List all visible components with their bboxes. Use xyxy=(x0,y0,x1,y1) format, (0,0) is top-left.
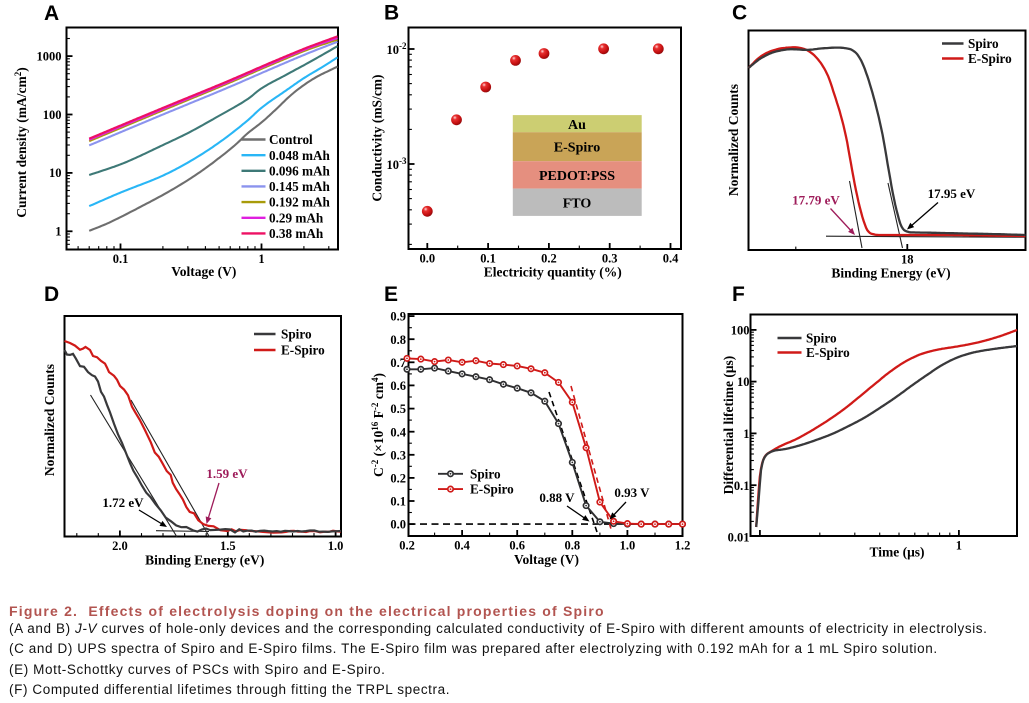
svg-text:Au: Au xyxy=(568,118,586,133)
svg-text:Current density (mA/cm2): Current density (mA/cm2) xyxy=(13,67,29,217)
svg-text:10: 10 xyxy=(49,166,62,180)
svg-text:FTO: FTO xyxy=(563,197,592,212)
svg-text:0.93 V: 0.93 V xyxy=(614,485,650,500)
svg-text:E-Spiro: E-Spiro xyxy=(968,51,1012,66)
svg-text:A: A xyxy=(44,2,59,25)
svg-text:1: 1 xyxy=(258,252,264,266)
svg-text:10-3: 10-3 xyxy=(387,156,407,172)
svg-text:Binding Energy (eV): Binding Energy (eV) xyxy=(831,266,950,281)
svg-text:0.5: 0.5 xyxy=(390,402,406,416)
svg-text:0.6: 0.6 xyxy=(509,539,525,553)
svg-text:Voltage (V): Voltage (V) xyxy=(171,264,236,279)
svg-text:1.2: 1.2 xyxy=(675,539,691,553)
svg-text:100: 100 xyxy=(731,324,750,338)
svg-text:0.1: 0.1 xyxy=(113,252,129,266)
svg-text:0.9: 0.9 xyxy=(390,310,406,324)
svg-text:0.6: 0.6 xyxy=(390,379,406,393)
svg-text:2.0: 2.0 xyxy=(112,539,128,553)
svg-text:0.3: 0.3 xyxy=(602,252,618,266)
svg-text:1.0: 1.0 xyxy=(620,539,636,553)
svg-text:0.4: 0.4 xyxy=(454,539,470,553)
svg-text:E-Spiro: E-Spiro xyxy=(806,345,850,360)
svg-text:0.4: 0.4 xyxy=(663,252,679,266)
svg-text:0.1: 0.1 xyxy=(390,495,406,509)
svg-text:E-Spiro: E-Spiro xyxy=(554,141,600,156)
svg-text:Normalized Counts: Normalized Counts xyxy=(726,84,741,196)
svg-text:1.5: 1.5 xyxy=(220,539,236,553)
svg-text:1.0: 1.0 xyxy=(328,539,344,553)
svg-text:0.8: 0.8 xyxy=(390,333,406,347)
svg-text:C-2 (×1016 F-2 cm4): C-2 (×1016 F-2 cm4) xyxy=(370,373,386,477)
svg-text:1: 1 xyxy=(956,539,962,553)
svg-text:Spiro: Spiro xyxy=(968,36,999,51)
svg-text:0.29 mAh: 0.29 mAh xyxy=(269,210,324,225)
svg-text:17.95 eV: 17.95 eV xyxy=(928,186,976,201)
svg-text:Spiro: Spiro xyxy=(806,331,837,346)
svg-text:0.4: 0.4 xyxy=(390,425,406,439)
svg-text:0.192 mAh: 0.192 mAh xyxy=(269,195,330,210)
svg-text:E-Spiro: E-Spiro xyxy=(281,343,325,358)
svg-text:Spiro: Spiro xyxy=(281,327,312,342)
svg-text:0.1: 0.1 xyxy=(480,252,496,266)
svg-text:1: 1 xyxy=(55,225,61,239)
svg-text:1.72 eV: 1.72 eV xyxy=(102,495,144,510)
svg-text:0.2: 0.2 xyxy=(390,472,406,486)
svg-text:Spiro: Spiro xyxy=(470,466,501,481)
svg-text:Conductivity (mS/cm): Conductivity (mS/cm) xyxy=(370,74,385,201)
svg-text:0.1: 0.1 xyxy=(734,479,750,493)
svg-text:Voltage (V): Voltage (V) xyxy=(514,552,579,567)
svg-text:0.7: 0.7 xyxy=(390,356,406,370)
svg-text:0.8: 0.8 xyxy=(564,539,580,553)
svg-text:B: B xyxy=(384,2,399,25)
svg-text:0.2: 0.2 xyxy=(541,252,557,266)
svg-text:0.048 mAh: 0.048 mAh xyxy=(269,148,330,163)
svg-text:Control: Control xyxy=(269,132,313,147)
svg-text:1: 1 xyxy=(743,427,749,441)
svg-text:Binding Energy (eV): Binding Energy (eV) xyxy=(145,553,264,568)
svg-text:10: 10 xyxy=(737,375,750,389)
svg-text:17.79 eV: 17.79 eV xyxy=(792,193,840,208)
svg-text:1000: 1000 xyxy=(37,49,62,63)
svg-text:0.0: 0.0 xyxy=(390,518,406,532)
svg-text:E: E xyxy=(384,283,398,306)
svg-text:0.096 mAh: 0.096 mAh xyxy=(269,163,330,178)
svg-text:Normalized Counts: Normalized Counts xyxy=(42,364,57,476)
svg-text:100: 100 xyxy=(43,108,62,122)
svg-text:Time (μs): Time (μs) xyxy=(869,545,924,560)
svg-text:D: D xyxy=(44,283,59,306)
svg-text:Electricity quantity (%): Electricity quantity (%) xyxy=(484,265,622,280)
svg-text:0.88 V: 0.88 V xyxy=(539,490,575,505)
svg-text:F: F xyxy=(732,283,745,306)
svg-text:E-Spiro: E-Spiro xyxy=(470,482,514,497)
svg-text:0.0: 0.0 xyxy=(419,252,435,266)
svg-text:C: C xyxy=(732,1,747,24)
svg-text:18: 18 xyxy=(901,253,914,267)
svg-text:1.59 eV: 1.59 eV xyxy=(206,466,248,481)
svg-text:0.2: 0.2 xyxy=(399,539,415,553)
svg-text:0.3: 0.3 xyxy=(390,448,406,462)
svg-text:10-2: 10-2 xyxy=(387,41,407,57)
svg-text:PEDOT:PSS: PEDOT:PSS xyxy=(539,169,615,184)
svg-text:0.145 mAh: 0.145 mAh xyxy=(269,179,330,194)
svg-text:Differential lifetime (μs): Differential lifetime (μs) xyxy=(721,356,736,495)
svg-text:0.01: 0.01 xyxy=(728,531,750,545)
svg-text:0.38 mAh: 0.38 mAh xyxy=(269,226,324,241)
